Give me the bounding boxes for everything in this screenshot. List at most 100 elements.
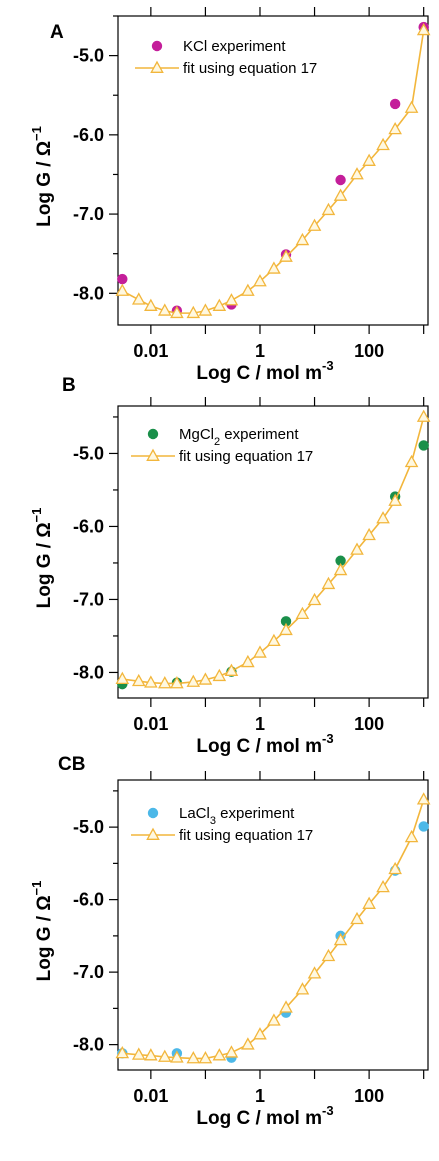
fit-triangle-point [224, 1045, 239, 1058]
fit-triangle-point [404, 100, 419, 113]
fit-triangle-point [198, 303, 213, 316]
fit-triangle-point [388, 121, 402, 135]
fit-triangle-point [144, 675, 158, 688]
fit-triangle-point [295, 982, 310, 995]
y-tick-label: -6.0 [73, 516, 104, 536]
data-point [389, 98, 401, 110]
y-tick-label: -6.0 [73, 125, 104, 145]
plot-frame [117, 15, 429, 326]
fit-triangle-point [362, 527, 376, 541]
fit-triangle-point [170, 305, 184, 319]
fit-triangle-point [157, 676, 172, 689]
fit-triangle-point [362, 153, 376, 166]
fit-triangle-point [350, 542, 364, 555]
fit-triangle-point [404, 829, 419, 843]
fit-triangle-point [224, 293, 239, 306]
fit-triangle-point [321, 948, 336, 962]
legend-marker-point [147, 428, 159, 440]
x-tick-label: 100 [354, 341, 384, 361]
legend-label: LaCl3 experiment [179, 805, 295, 827]
fit-triangle-point [333, 188, 348, 201]
data-point [335, 174, 346, 186]
data-point [117, 273, 128, 285]
x-tick-label: 0.01 [133, 714, 168, 734]
fit-triangle-point [376, 511, 390, 524]
fit-triangle-point [267, 633, 281, 647]
legend-marker-triangle [146, 448, 160, 461]
fit-triangle-point [279, 1000, 293, 1013]
plot-frame [117, 405, 429, 699]
x-tick-label: 0.01 [133, 341, 168, 361]
fit-triangle-point [295, 232, 310, 246]
panel-letter: B [62, 375, 76, 396]
x-tick-label: 1 [255, 1086, 265, 1106]
fit-triangle-point [253, 645, 267, 658]
fit-triangle-point [198, 672, 213, 685]
fit-triangle-point [241, 1037, 255, 1050]
series-experiment [117, 821, 429, 1063]
y-tick-label: -6.0 [73, 890, 104, 910]
series-experiment [117, 440, 429, 690]
legend: KCl experiment fit using equation 17 [135, 38, 317, 77]
legend-marker-triangle [150, 60, 164, 73]
fit-triangle-point [279, 249, 293, 262]
fit-triangle-point [131, 292, 146, 305]
fit-triangle-point [144, 298, 158, 311]
fit-triangle-point [295, 606, 310, 620]
fit-triangle-point [253, 274, 267, 287]
y-tick-label: -8.0 [73, 662, 104, 682]
fit-triangle-point [241, 654, 255, 668]
x-tick-label: 0.01 [133, 1086, 168, 1106]
chart-panel-3: 0.01 1 100 -5.0 -6.0 -7.0 -8.0 Log C / mol m-3 L… [29, 754, 431, 1129]
fit-triangle-point [157, 1049, 172, 1062]
data-point [418, 821, 429, 832]
y-axis-title: Log G / Ω−1 [29, 126, 55, 227]
fit-triangle-point [388, 493, 402, 506]
fit-triangle-point [376, 879, 390, 893]
y-tick-label: -7.0 [73, 962, 104, 982]
fit-triangle-point [212, 668, 227, 682]
fit-triangle-point [321, 202, 336, 216]
fit-triangle-point [307, 966, 322, 979]
fit-triangle-point [376, 137, 390, 151]
y-axis-title: Log G / Ω−1 [29, 508, 55, 609]
fit-triangle-point [144, 1048, 158, 1061]
fit-triangle-point [388, 861, 402, 875]
fit-triangle-point [157, 303, 172, 316]
legend-marker-point [151, 40, 163, 52]
x-tick-label: 100 [354, 714, 384, 734]
fit-triangle-point [267, 1013, 281, 1026]
fit-triangle-point [416, 22, 431, 36]
y-tick-label: -8.0 [73, 1035, 104, 1055]
fit-triangle-point [115, 283, 130, 296]
fit-triangle-point [115, 671, 130, 684]
x-axis-title: Log C / mol m-3 [196, 731, 333, 757]
fit-triangle-point [362, 896, 376, 909]
y-tick-label: -5.0 [73, 46, 104, 66]
y-tick-label: -7.0 [73, 204, 104, 224]
fit-triangle-point [186, 305, 201, 319]
fit-triangle-point [198, 1051, 213, 1064]
legend-marker-point [147, 807, 159, 819]
fit-triangle-point [241, 283, 255, 296]
x-tick-label: 100 [354, 1086, 384, 1106]
fit-triangle-point [350, 167, 364, 180]
y-tick-label: -8.0 [73, 283, 104, 303]
fit-triangle-point [307, 218, 322, 231]
y-axis-title: Log G / Ω−1 [29, 881, 55, 982]
x-tick-label: 1 [255, 341, 265, 361]
legend-label: MgCl2 experiment [179, 426, 299, 448]
x-tick-label: 1 [255, 714, 265, 734]
fit-triangle-point [253, 1027, 267, 1040]
legend-label: fit using equation 17 [179, 827, 313, 844]
fit-triangle-point [212, 298, 227, 311]
y-tick-label: -5.0 [73, 443, 104, 463]
fit-triangle-point [321, 576, 336, 590]
fit-triangle-point [404, 454, 419, 468]
fit-triangle-point [224, 663, 239, 676]
fit-triangle-point [186, 674, 201, 687]
fit-triangle-point [131, 673, 146, 687]
y-tick-label: -7.0 [73, 589, 104, 609]
